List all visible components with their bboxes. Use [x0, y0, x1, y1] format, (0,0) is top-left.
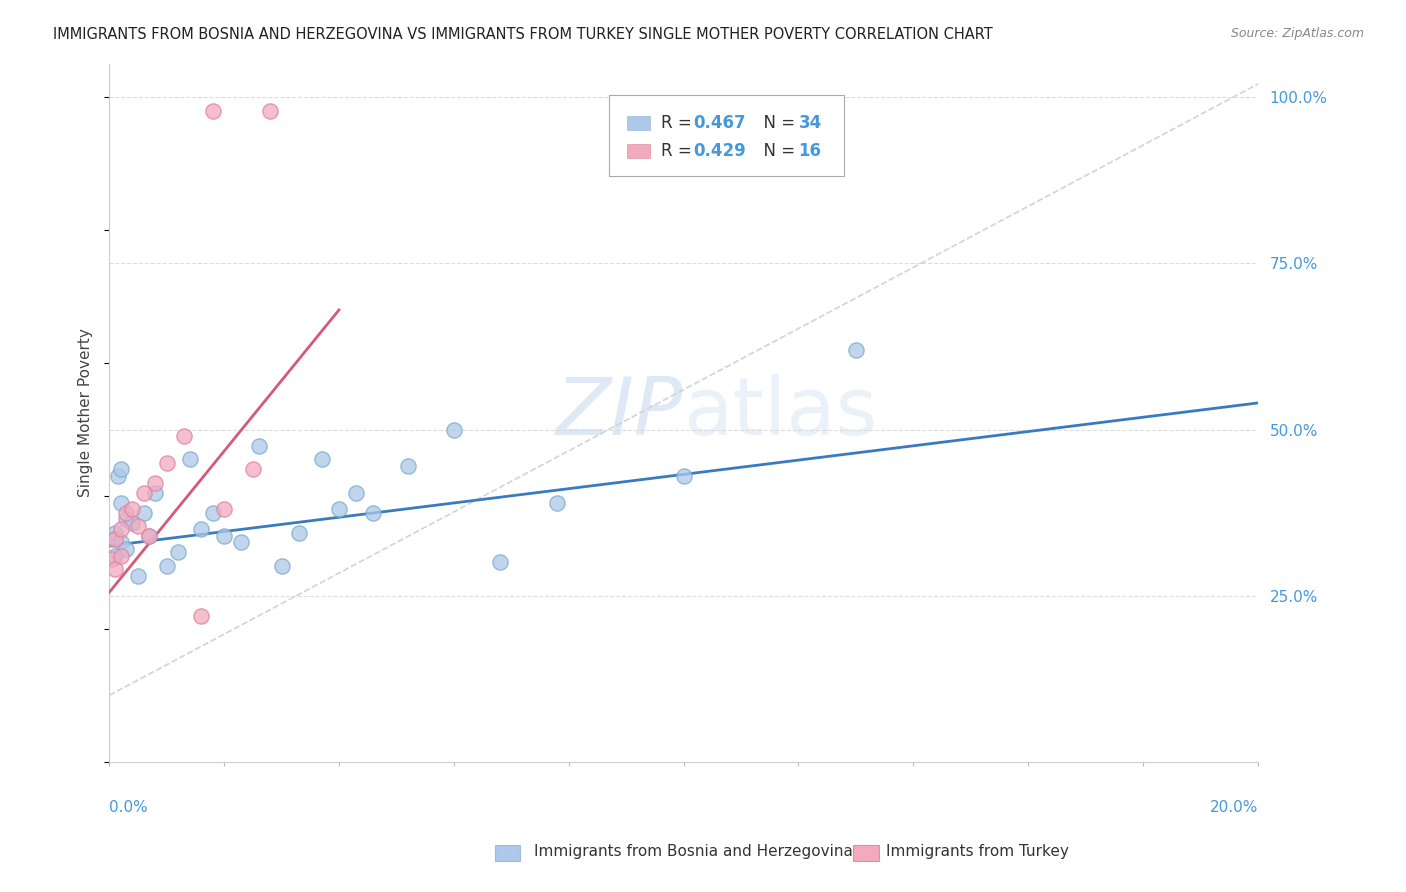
- Point: [212, 502, 235, 516]
- Point: [212, 529, 235, 543]
- Point: [173, 429, 195, 443]
- Text: atlas: atlas: [683, 374, 877, 452]
- Text: N =: N =: [752, 114, 800, 132]
- Point: [104, 532, 127, 546]
- Point: [201, 103, 224, 118]
- Point: [104, 525, 127, 540]
- Point: [110, 549, 132, 563]
- Point: [190, 522, 212, 536]
- FancyBboxPatch shape: [609, 95, 845, 176]
- Text: R =: R =: [661, 143, 696, 161]
- Text: IMMIGRANTS FROM BOSNIA AND HERZEGOVINA VS IMMIGRANTS FROM TURKEY SINGLE MOTHER P: IMMIGRANTS FROM BOSNIA AND HERZEGOVINA V…: [53, 27, 993, 42]
- Text: Immigrants from Bosnia and Herzegovina: Immigrants from Bosnia and Herzegovina: [534, 845, 853, 859]
- Point: [127, 519, 149, 533]
- Point: [107, 469, 129, 483]
- Point: [488, 556, 510, 570]
- Point: [143, 485, 166, 500]
- Text: Source: ZipAtlas.com: Source: ZipAtlas.com: [1230, 27, 1364, 40]
- Point: [101, 552, 124, 566]
- Point: [132, 506, 155, 520]
- Point: [156, 558, 179, 573]
- Text: N =: N =: [752, 143, 800, 161]
- Point: [138, 529, 160, 543]
- Point: [546, 495, 568, 509]
- Text: 20.0%: 20.0%: [1209, 800, 1258, 815]
- Point: [190, 608, 212, 623]
- Point: [259, 103, 281, 118]
- Text: 0.467: 0.467: [693, 114, 745, 132]
- Text: ZIP: ZIP: [557, 374, 683, 452]
- Point: [115, 506, 138, 520]
- Point: [132, 485, 155, 500]
- Point: [121, 502, 143, 516]
- Point: [121, 516, 143, 530]
- Point: [287, 525, 309, 540]
- Text: R =: R =: [661, 114, 696, 132]
- Point: [115, 512, 138, 526]
- Point: [270, 558, 292, 573]
- Point: [110, 522, 132, 536]
- Point: [115, 542, 138, 557]
- Text: 0.429: 0.429: [693, 143, 745, 161]
- Point: [344, 485, 367, 500]
- FancyBboxPatch shape: [627, 116, 650, 130]
- Text: Immigrants from Turkey: Immigrants from Turkey: [886, 845, 1069, 859]
- Point: [443, 423, 465, 437]
- Point: [110, 535, 132, 549]
- Point: [396, 459, 419, 474]
- FancyBboxPatch shape: [627, 145, 650, 158]
- Point: [363, 506, 385, 520]
- Point: [672, 469, 695, 483]
- Point: [179, 452, 201, 467]
- Point: [138, 529, 160, 543]
- Point: [104, 562, 127, 576]
- Text: 0.0%: 0.0%: [110, 800, 148, 815]
- Point: [104, 549, 127, 563]
- Point: [101, 532, 124, 546]
- Point: [328, 502, 350, 516]
- Text: 34: 34: [799, 114, 821, 132]
- Point: [311, 452, 333, 467]
- Point: [156, 456, 179, 470]
- Point: [143, 475, 166, 490]
- Point: [247, 439, 270, 453]
- Point: [231, 535, 253, 549]
- Point: [242, 462, 264, 476]
- Point: [127, 568, 149, 582]
- Point: [845, 343, 868, 357]
- Point: [110, 495, 132, 509]
- Point: [167, 545, 190, 559]
- Y-axis label: Single Mother Poverty: Single Mother Poverty: [79, 328, 93, 498]
- Text: 16: 16: [799, 143, 821, 161]
- Point: [110, 462, 132, 476]
- Point: [201, 506, 224, 520]
